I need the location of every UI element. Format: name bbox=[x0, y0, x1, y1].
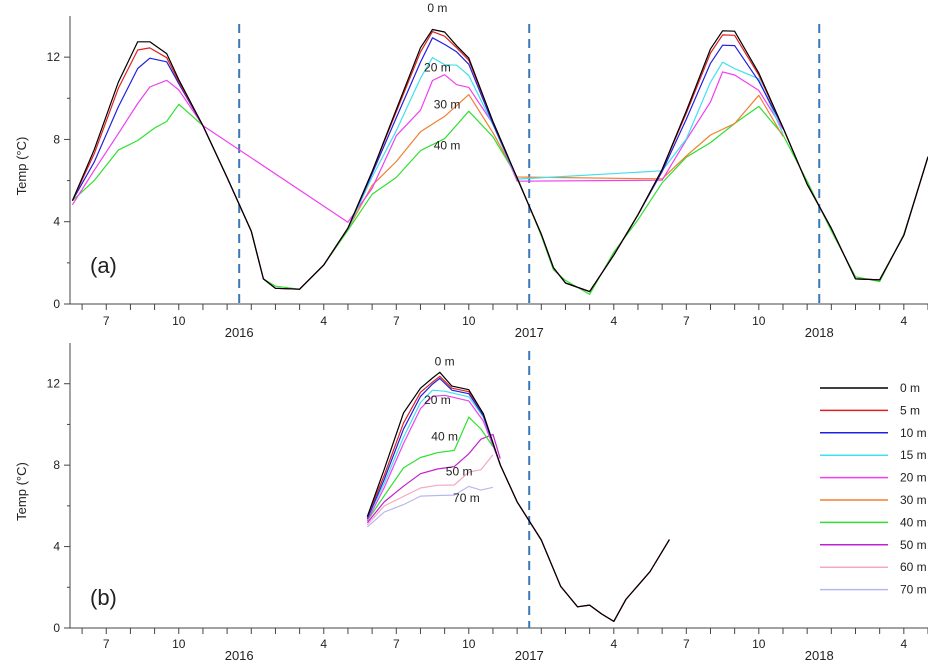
series-line-40m bbox=[71, 103, 928, 295]
series-line-70m bbox=[366, 485, 494, 528]
x-tick-label: 4 bbox=[610, 637, 617, 651]
panel-b: 0 4 8 12 Temp (°C) 7 10 4 7 10 4 7 10 4 2016 2017 2018 0 … bbox=[14, 343, 928, 663]
x-tick-label: 7 bbox=[393, 637, 400, 651]
x-tick-label: 4 bbox=[900, 314, 907, 328]
series-line-5m bbox=[71, 31, 928, 293]
series-line-50m bbox=[366, 433, 501, 524]
x-tick-label: 7 bbox=[103, 314, 110, 328]
depth-annotation: 20 m bbox=[424, 61, 451, 75]
y-tick-label: 0 bbox=[53, 621, 60, 635]
y-tick-label: 8 bbox=[53, 458, 60, 472]
series-line-30m bbox=[347, 93, 784, 230]
series-line-5m bbox=[366, 375, 670, 623]
legend: 0 m 5 m 10 m 15 m 20 m 30 m 40 m 50 m 60 m 70 m bbox=[820, 381, 927, 597]
x-tick-label: 7 bbox=[393, 314, 400, 328]
series-line-0m bbox=[71, 28, 928, 293]
legend-label: 30 m bbox=[900, 493, 927, 507]
depth-annotation: 40 m bbox=[431, 430, 458, 444]
year-label: 2016 bbox=[225, 325, 254, 340]
x-tick-label: 7 bbox=[683, 314, 690, 328]
x-tick-label: 4 bbox=[610, 314, 617, 328]
series-line-15m bbox=[366, 389, 501, 519]
panel-label: (a) bbox=[90, 253, 117, 278]
legend-label: 20 m bbox=[900, 471, 927, 485]
series-line-10m bbox=[71, 37, 928, 293]
year-label: 2017 bbox=[515, 325, 544, 340]
y-tick-label: 4 bbox=[53, 540, 60, 554]
legend-label: 40 m bbox=[900, 515, 927, 529]
year-label: 2017 bbox=[515, 648, 544, 663]
legend-label: 0 m bbox=[900, 381, 920, 395]
panel-label: (b) bbox=[90, 585, 117, 610]
y-tick-label: 12 bbox=[47, 50, 61, 64]
series-line-60m bbox=[366, 454, 494, 526]
series-line-20m bbox=[366, 394, 501, 522]
depth-annotation: 20 m bbox=[424, 393, 451, 407]
depth-annotation: 50 m bbox=[446, 464, 473, 478]
x-tick-label: 7 bbox=[683, 637, 690, 651]
year-label: 2016 bbox=[225, 648, 254, 663]
panel-a: 0 4 8 12 Temp (°C) 7 10 4 7 10 4 7 10 4 2016 2017 2018 0 … bbox=[14, 1, 928, 340]
depth-annotation: 40 m bbox=[434, 139, 461, 153]
y-tick-label: 12 bbox=[47, 377, 61, 391]
legend-label: 70 m bbox=[900, 583, 927, 597]
x-tick-label: 10 bbox=[462, 314, 476, 328]
x-tick-label: 10 bbox=[172, 314, 186, 328]
y-tick-label: 4 bbox=[53, 215, 60, 229]
depth-annotation: 0 m bbox=[427, 1, 447, 15]
year-label: 2018 bbox=[805, 325, 834, 340]
depth-annotation: 0 m bbox=[435, 354, 455, 368]
depth-annotation: 30 m bbox=[434, 98, 461, 112]
y-axis-label: Temp (°C) bbox=[14, 462, 29, 521]
x-tick-label: 10 bbox=[752, 314, 766, 328]
y-tick-label: 8 bbox=[53, 132, 60, 146]
series-line-0m bbox=[366, 371, 670, 623]
y-tick-label: 0 bbox=[53, 297, 60, 311]
series-line-20m bbox=[71, 71, 784, 223]
year-label: 2018 bbox=[805, 648, 834, 663]
legend-label: 50 m bbox=[900, 538, 927, 552]
x-tick-label: 10 bbox=[752, 637, 766, 651]
x-tick-label: 10 bbox=[172, 637, 186, 651]
series-line-40m bbox=[366, 416, 494, 522]
legend-label: 10 m bbox=[900, 426, 927, 440]
x-tick-label: 7 bbox=[103, 637, 110, 651]
legend-label: 60 m bbox=[900, 560, 927, 574]
legend-label: 5 m bbox=[900, 403, 920, 417]
x-tick-label: 4 bbox=[320, 637, 327, 651]
x-tick-label: 4 bbox=[900, 637, 907, 651]
y-axis-label: Temp (°C) bbox=[14, 137, 29, 196]
legend-label: 15 m bbox=[900, 448, 927, 462]
depth-annotation: 70 m bbox=[453, 491, 480, 505]
x-tick-label: 10 bbox=[462, 637, 476, 651]
x-tick-label: 4 bbox=[320, 314, 327, 328]
